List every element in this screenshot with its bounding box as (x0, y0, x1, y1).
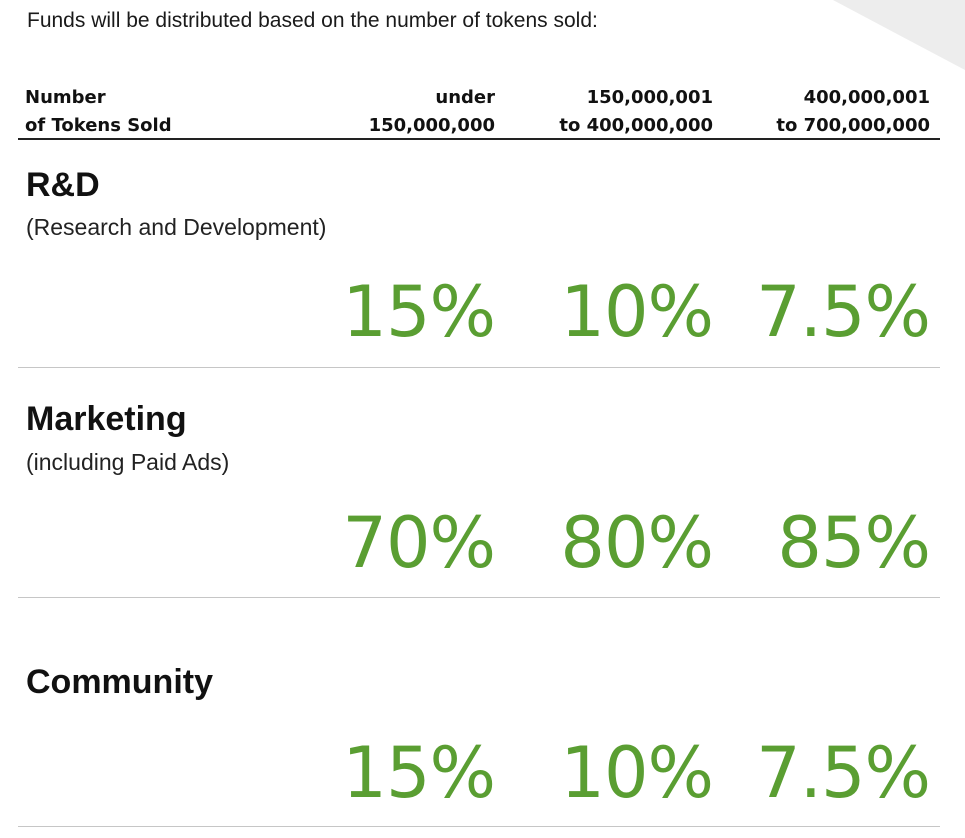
row-subtitle-rnd: (Research and Development) (26, 214, 327, 240)
rnd-value-col3: 7.5% (756, 271, 931, 353)
header-label-line1: Number (25, 87, 106, 108)
header-column-3: 400,000,001 to 700,000,000 (776, 84, 930, 140)
marketing-value-col1: 70% (342, 502, 496, 584)
header-column-3-line2: to 700,000,000 (776, 115, 930, 136)
row-title-marketing: Marketing (26, 400, 187, 438)
corner-decoration (833, 0, 965, 70)
header-column-2-line2: to 400,000,000 (559, 115, 713, 136)
header-divider (18, 138, 940, 140)
row-divider (18, 367, 940, 368)
header-column-1-line1: under (435, 87, 495, 108)
row-title-community: Community (26, 663, 213, 701)
header-column-1-line2: 150,000,000 (368, 115, 495, 136)
marketing-value-col2: 80% (560, 502, 714, 584)
row-title-rnd: R&D (26, 166, 100, 204)
row-subtitle-marketing: (including Paid Ads) (26, 449, 230, 475)
rnd-value-col2: 10% (560, 271, 714, 353)
marketing-value-col3: 85% (777, 502, 931, 584)
rnd-value-col1: 15% (342, 271, 496, 353)
row-divider (18, 597, 940, 598)
header-label-line2: of Tokens Sold (25, 115, 172, 136)
row-divider (18, 826, 940, 827)
community-value-col3: 7.5% (756, 732, 931, 814)
header-column-2: 150,000,001 to 400,000,000 (559, 84, 713, 140)
intro-text: Funds will be distributed based on the n… (27, 9, 598, 32)
header-column-2-line1: 150,000,001 (586, 87, 713, 108)
community-value-col2: 10% (560, 732, 714, 814)
header-column-3-line1: 400,000,001 (803, 87, 930, 108)
header-label: Number of Tokens Sold (25, 84, 172, 140)
header-column-1: under 150,000,000 (369, 84, 495, 140)
community-value-col1: 15% (342, 732, 496, 814)
